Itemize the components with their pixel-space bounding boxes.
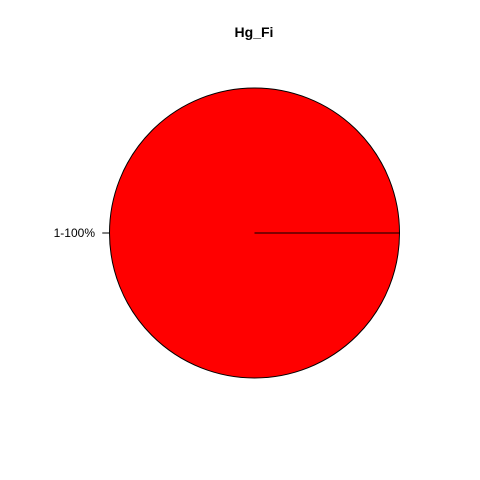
- pie-labels: 1-100%: [54, 226, 110, 240]
- chart-title: Hg_Fi: [235, 24, 274, 40]
- pie-slice-label: 1-100%: [54, 226, 96, 240]
- pie-slices: [109, 87, 400, 379]
